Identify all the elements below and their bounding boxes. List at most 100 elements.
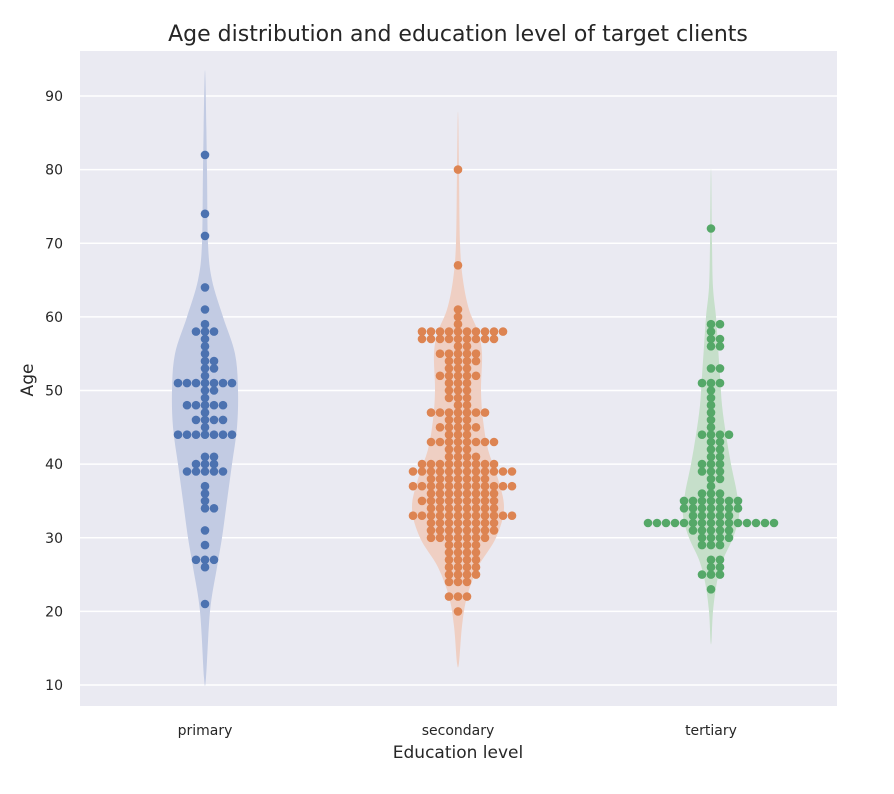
data-point bbox=[480, 518, 490, 528]
data-point bbox=[462, 364, 472, 373]
y-tick-label: 20 bbox=[45, 604, 63, 620]
data-point bbox=[462, 445, 472, 454]
data-point bbox=[191, 400, 201, 410]
data-point bbox=[697, 496, 707, 506]
data-point bbox=[742, 518, 752, 528]
swarms bbox=[173, 150, 779, 616]
data-point bbox=[706, 459, 716, 469]
data-point bbox=[426, 459, 436, 469]
data-point bbox=[489, 334, 499, 344]
data-point bbox=[426, 518, 436, 528]
data-point bbox=[715, 334, 725, 344]
data-point bbox=[200, 319, 210, 329]
data-point bbox=[417, 459, 427, 469]
data-point bbox=[715, 540, 725, 550]
data-point bbox=[444, 371, 454, 381]
data-point bbox=[453, 423, 463, 432]
data-point bbox=[706, 393, 716, 403]
data-point bbox=[697, 533, 707, 543]
data-point bbox=[715, 459, 725, 469]
data-point bbox=[453, 356, 463, 366]
data-point bbox=[444, 386, 454, 395]
data-point bbox=[200, 386, 210, 395]
data-point bbox=[453, 555, 463, 565]
data-point bbox=[200, 209, 210, 219]
data-point bbox=[480, 437, 490, 447]
data-point bbox=[661, 518, 671, 528]
data-point bbox=[453, 378, 463, 388]
data-point bbox=[706, 415, 716, 425]
data-point bbox=[435, 327, 445, 336]
data-point bbox=[652, 518, 662, 528]
data-point bbox=[444, 378, 454, 388]
data-point bbox=[209, 364, 219, 373]
data-point bbox=[480, 533, 490, 543]
data-point bbox=[435, 423, 445, 432]
data-point bbox=[444, 592, 454, 601]
data-point bbox=[200, 452, 210, 462]
y-tick-label: 10 bbox=[45, 678, 63, 694]
data-point bbox=[191, 467, 201, 476]
data-point bbox=[724, 430, 734, 440]
data-point bbox=[697, 570, 707, 579]
data-point bbox=[453, 474, 463, 484]
data-point bbox=[200, 349, 210, 359]
data-point bbox=[480, 481, 490, 491]
data-point bbox=[471, 496, 481, 506]
data-point bbox=[471, 526, 481, 535]
data-point bbox=[191, 415, 201, 425]
data-point bbox=[697, 518, 707, 528]
data-point bbox=[444, 540, 454, 550]
data-point bbox=[200, 371, 210, 381]
data-point bbox=[462, 570, 472, 579]
data-point bbox=[679, 496, 689, 506]
data-point bbox=[453, 518, 463, 528]
data-point bbox=[200, 305, 210, 314]
x-tick-label: secondary bbox=[422, 723, 495, 739]
data-point bbox=[715, 319, 725, 329]
data-point bbox=[480, 526, 490, 535]
data-point bbox=[444, 423, 454, 432]
data-point bbox=[706, 423, 716, 432]
data-point bbox=[471, 327, 481, 336]
data-point bbox=[489, 327, 499, 336]
data-point bbox=[444, 496, 454, 506]
data-point bbox=[706, 467, 716, 476]
data-point bbox=[706, 555, 716, 565]
data-point bbox=[489, 496, 499, 506]
data-point bbox=[453, 334, 463, 344]
y-tick-label: 40 bbox=[45, 457, 63, 473]
y-tick-label: 30 bbox=[45, 531, 63, 547]
data-point bbox=[444, 445, 454, 454]
data-point bbox=[435, 489, 445, 498]
data-point bbox=[444, 452, 454, 462]
data-point bbox=[444, 334, 454, 344]
data-point bbox=[643, 518, 653, 528]
data-point bbox=[200, 378, 210, 388]
data-point bbox=[760, 518, 770, 528]
data-point bbox=[715, 570, 725, 579]
data-point bbox=[200, 231, 210, 241]
data-point bbox=[209, 430, 219, 440]
data-point bbox=[417, 334, 427, 344]
data-point bbox=[453, 437, 463, 447]
data-point bbox=[471, 356, 481, 366]
data-point bbox=[453, 533, 463, 543]
data-point bbox=[706, 452, 716, 462]
data-point bbox=[462, 481, 472, 491]
data-point bbox=[480, 504, 490, 513]
data-point bbox=[697, 511, 707, 520]
data-point bbox=[182, 400, 192, 410]
data-point bbox=[453, 165, 463, 174]
data-point bbox=[462, 577, 472, 587]
data-point bbox=[715, 342, 725, 351]
data-point bbox=[200, 327, 210, 336]
data-point bbox=[453, 489, 463, 498]
data-point bbox=[435, 437, 445, 447]
data-point bbox=[471, 452, 481, 462]
data-point bbox=[462, 592, 472, 601]
data-point bbox=[426, 327, 436, 336]
data-point bbox=[724, 496, 734, 506]
data-point bbox=[453, 371, 463, 381]
data-point bbox=[417, 481, 427, 491]
